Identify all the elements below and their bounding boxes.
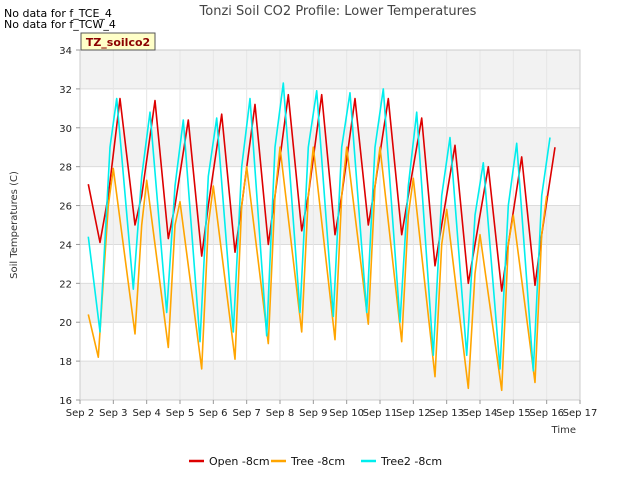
x-tick-label: Sep 9: [299, 408, 327, 419]
y-tick-label: 32: [59, 85, 72, 96]
x-tick-label: Sep 16: [529, 408, 564, 419]
x-tick-label: Sep 17: [563, 408, 598, 419]
y-tick-label: 30: [59, 124, 72, 135]
x-tick-label: Sep 8: [266, 408, 294, 419]
x-tick-label: Sep 6: [199, 408, 227, 419]
chart-title: Tonzi Soil CO2 Profile: Lower Temperatur…: [199, 4, 477, 19]
x-tick-label: Sep 10: [329, 408, 364, 419]
y-tick-label: 22: [59, 279, 72, 290]
y-axis-label: Soil Temperatures (C): [9, 171, 20, 279]
series-line: [87, 82, 551, 372]
legend-label: Tree -8cm: [290, 455, 345, 468]
tag-box: [80, 32, 156, 51]
x-tick-label: Sep 4: [132, 408, 160, 419]
x-tick-label: Sep 2: [66, 408, 94, 419]
y-tick-label: 24: [59, 240, 72, 251]
x-axis-label: Time: [551, 425, 576, 436]
x-tick-label: Sep 5: [166, 408, 194, 419]
y-tick-label: 34: [59, 46, 72, 57]
y-tick-label: 18: [59, 357, 72, 368]
no-data-note-tcw: No data for f_TCW_4: [4, 18, 116, 31]
x-tick-label: Sep 11: [363, 408, 398, 419]
x-tick-label: Sep 13: [429, 408, 464, 419]
y-tick-label: 16: [59, 396, 72, 407]
grid-band: [80, 361, 580, 400]
x-tick-label: Sep 12: [396, 408, 431, 419]
y-tick-label: 28: [59, 163, 72, 174]
tag-label: TZ_soilco2: [86, 36, 150, 49]
x-tick-label: Sep 15: [496, 408, 531, 419]
legend-label: Open -8cm: [209, 455, 270, 468]
grid-band: [80, 127, 580, 167]
plot-frame: [79, 49, 581, 401]
grid-band: [80, 50, 580, 89]
series-line: [87, 93, 556, 292]
x-tick-label: Sep 14: [463, 408, 498, 419]
y-tick-label: 26: [59, 202, 72, 213]
x-tick-label: Sep 7: [232, 408, 260, 419]
x-tick-label: Sep 3: [99, 408, 127, 419]
y-tick-label: 20: [59, 318, 72, 329]
no-data-note-tce: No data for f_TCE_4: [4, 7, 112, 20]
legend-label: Tree2 -8cm: [380, 455, 442, 468]
series-line: [87, 146, 548, 392]
grid-band: [80, 88, 580, 128]
